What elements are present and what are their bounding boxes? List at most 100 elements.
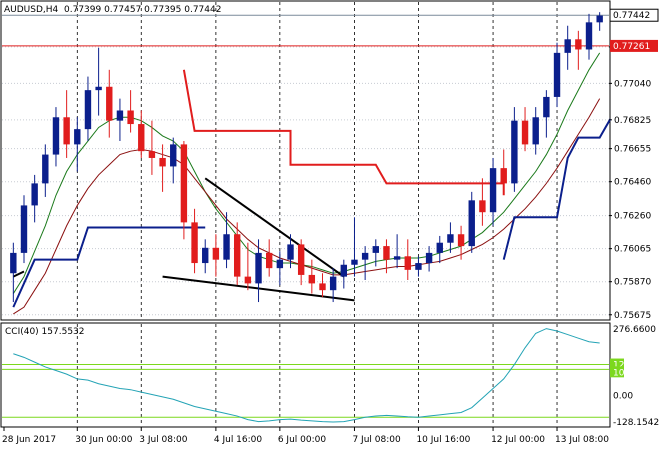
time-tick-label: 10 Jul 16:00 bbox=[416, 435, 470, 445]
candle-body bbox=[329, 276, 337, 291]
candle-body bbox=[265, 252, 273, 269]
candle-body bbox=[127, 110, 134, 125]
price-tick-label: 0.76655 bbox=[614, 145, 651, 155]
candle-body bbox=[564, 39, 571, 53]
ohlc-label: 0.77399 0.77457 0.77395 0.77442 bbox=[64, 5, 221, 15]
candle-body bbox=[457, 234, 465, 247]
candle-body bbox=[106, 86, 113, 121]
candle-body bbox=[479, 200, 486, 213]
cci-level-low-box bbox=[610, 366, 624, 378]
time-tick-label: 3 Jul 08:00 bbox=[139, 435, 188, 445]
candle-body bbox=[95, 86, 102, 91]
cci-pane[interactable] bbox=[0, 322, 611, 428]
candle-body bbox=[351, 259, 358, 265]
candle-body bbox=[447, 234, 454, 243]
time-tick-label: 30 Jun 00:00 bbox=[75, 435, 132, 445]
candle-body bbox=[52, 117, 60, 155]
candle-body bbox=[436, 242, 443, 253]
candle-body bbox=[138, 124, 145, 152]
current-price-box bbox=[609, 8, 659, 22]
candle-body bbox=[500, 168, 507, 184]
candle-body bbox=[383, 246, 390, 260]
candle-body bbox=[63, 117, 70, 145]
channel-lower-line bbox=[12, 226, 206, 308]
short-black-line bbox=[12, 270, 25, 278]
candle-body bbox=[340, 264, 348, 277]
time-tick-label: 7 Jul 08:00 bbox=[352, 435, 401, 445]
time-tick-label: 4 Jul 16:00 bbox=[214, 435, 263, 445]
candle-body bbox=[532, 117, 539, 145]
candle-body bbox=[276, 259, 284, 269]
candle-body bbox=[575, 39, 582, 50]
candlestick-series bbox=[10, 12, 603, 303]
candle-body bbox=[223, 234, 230, 260]
candle-body bbox=[553, 52, 561, 97]
candle-body bbox=[159, 157, 166, 167]
candle-body bbox=[361, 252, 369, 260]
price-tick-label: 0.75675 bbox=[614, 311, 651, 321]
price-tick-label: 0.76825 bbox=[614, 116, 651, 126]
cci-level-high: 120 bbox=[613, 361, 630, 371]
cci-level-low: 100 bbox=[613, 368, 630, 378]
candle-body bbox=[319, 283, 326, 291]
candle-body bbox=[468, 200, 475, 247]
candle-body bbox=[212, 247, 220, 260]
time-tick-label: 6 Jul 00:00 bbox=[278, 435, 327, 445]
time-tick-label: 12 Jul 00:00 bbox=[491, 435, 545, 445]
price-tick-label: 0.76460 bbox=[614, 178, 651, 188]
candle-body bbox=[31, 183, 38, 206]
ma-slow-line bbox=[13, 98, 601, 315]
candle-body bbox=[489, 168, 497, 213]
candle-body bbox=[393, 256, 401, 260]
channel-lower-line-2 bbox=[502, 118, 612, 260]
candle-body bbox=[308, 274, 316, 284]
candle-body bbox=[585, 22, 593, 50]
cci-level-high-box bbox=[610, 358, 624, 370]
candle-body bbox=[20, 205, 28, 253]
cci-zero: 0.00 bbox=[613, 391, 633, 401]
time-tick-label: 28 Jun 2017 bbox=[2, 435, 56, 445]
trendline-upper bbox=[204, 177, 345, 278]
candle-body bbox=[180, 144, 188, 223]
channel-upper-line bbox=[182, 69, 505, 196]
current-price-label: 0.77442 bbox=[613, 11, 650, 21]
red-level-box bbox=[610, 39, 658, 52]
candle-body bbox=[148, 151, 156, 158]
candle-body bbox=[404, 256, 411, 270]
symbol-label: AUDUSD,H4 bbox=[4, 5, 59, 15]
candle-body bbox=[425, 252, 433, 264]
candle-body bbox=[415, 263, 422, 270]
candle-body bbox=[84, 90, 92, 130]
candle-body bbox=[202, 247, 209, 264]
price-tick-label: 0.76065 bbox=[614, 245, 651, 255]
price-tick-label: 0.77040 bbox=[614, 79, 651, 89]
candle-body bbox=[234, 234, 241, 277]
price-tick-label: 0.76260 bbox=[614, 212, 651, 222]
cci-scale-top: 276.6600 bbox=[613, 325, 656, 335]
cci-scale-bottom: -128.1542 bbox=[613, 418, 659, 428]
candle-body bbox=[191, 222, 198, 264]
candle-body bbox=[372, 246, 379, 253]
candle-body bbox=[42, 154, 49, 184]
price-pane[interactable] bbox=[0, 0, 611, 321]
axes-labels: 0.772550.770400.768250.766550.764600.762… bbox=[2, 8, 659, 445]
cci-line bbox=[13, 328, 600, 423]
candle-body bbox=[74, 129, 81, 145]
candle-body bbox=[255, 252, 262, 284]
cci-indicator bbox=[2, 328, 609, 423]
price-tick-label: 0.75870 bbox=[614, 278, 651, 288]
red-level-label: 0.77261 bbox=[613, 42, 650, 52]
candle-body bbox=[543, 96, 550, 118]
candle-body bbox=[116, 110, 124, 121]
candle-body bbox=[170, 144, 177, 167]
candle-body bbox=[511, 120, 518, 184]
candle-body bbox=[297, 244, 305, 275]
candle-body bbox=[521, 120, 529, 145]
time-tick-label: 13 Jul 08:00 bbox=[555, 435, 609, 445]
candle-body bbox=[287, 244, 294, 260]
candle-body bbox=[10, 252, 17, 274]
candle-body bbox=[596, 15, 603, 23]
cci-label: CCI(40) 157.5532 bbox=[5, 327, 85, 337]
candle-body bbox=[244, 276, 252, 284]
